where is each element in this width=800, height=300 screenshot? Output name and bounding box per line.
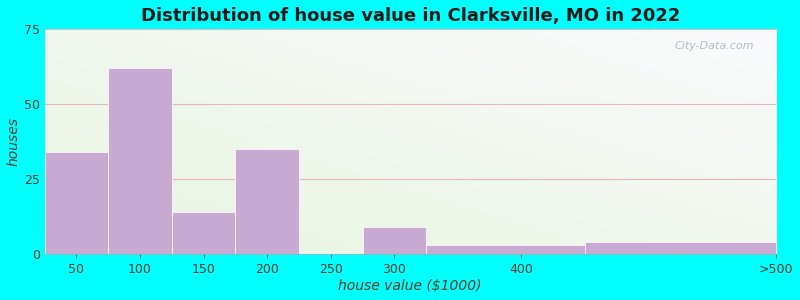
Y-axis label: houses: houses: [7, 117, 21, 166]
Title: Distribution of house value in Clarksville, MO in 2022: Distribution of house value in Clarksvil…: [141, 7, 680, 25]
X-axis label: house value ($1000): house value ($1000): [338, 279, 482, 293]
Bar: [362, 227, 426, 254]
Bar: [585, 242, 776, 254]
Bar: [172, 212, 235, 254]
Bar: [108, 68, 172, 254]
Text: City-Data.com: City-Data.com: [674, 40, 754, 50]
Bar: [45, 152, 108, 254]
Bar: [426, 245, 585, 254]
Bar: [235, 149, 299, 254]
